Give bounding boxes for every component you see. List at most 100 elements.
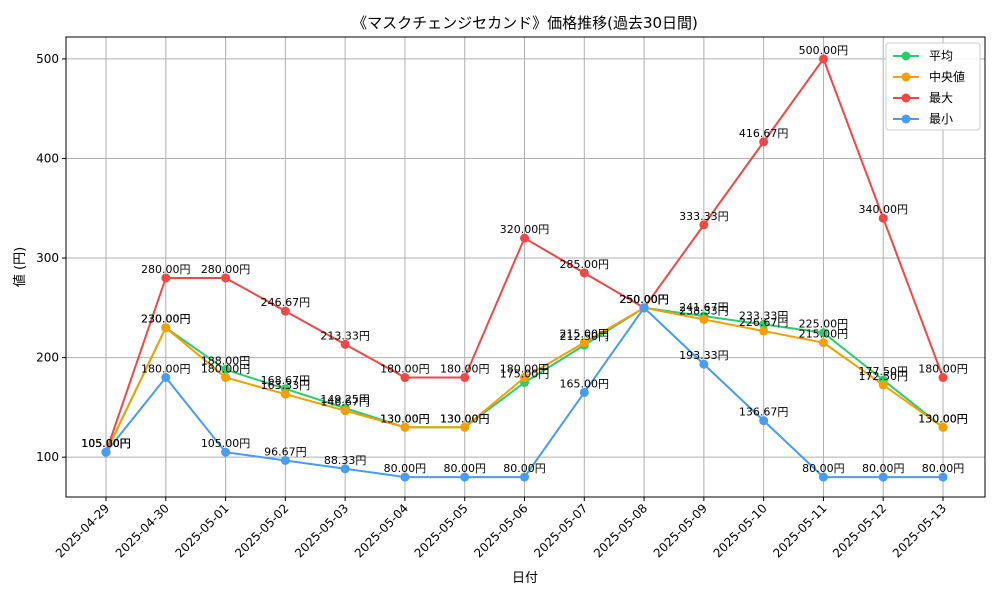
data-label: 96.67円 bbox=[264, 445, 307, 458]
series-point bbox=[878, 380, 888, 390]
series-point bbox=[759, 416, 769, 426]
series-point bbox=[759, 319, 769, 329]
data-label: 175.00円 bbox=[500, 367, 550, 380]
data-label: 130.00円 bbox=[380, 412, 430, 425]
data-label: 105.00円 bbox=[201, 437, 251, 450]
data-label: 180.00円 bbox=[440, 363, 490, 376]
data-label: 213.33円 bbox=[320, 329, 370, 342]
data-label: 180.00円 bbox=[201, 363, 251, 376]
y-tick-label: 100 bbox=[36, 450, 59, 464]
series-point bbox=[938, 422, 948, 432]
y-tick-label: 400 bbox=[36, 151, 59, 165]
data-label: 80.00円 bbox=[802, 462, 845, 475]
series-point bbox=[759, 326, 769, 336]
data-label: 250.00円 bbox=[619, 293, 669, 306]
x-tick-label: 2025-05-13 bbox=[890, 501, 949, 560]
data-label: 180.00円 bbox=[141, 363, 191, 376]
data-label: 105.00円 bbox=[81, 437, 131, 450]
data-label: 241.67円 bbox=[679, 301, 729, 314]
legend-label: 平均 bbox=[929, 49, 953, 63]
series-point bbox=[579, 338, 589, 348]
data-label: 246.67円 bbox=[261, 296, 311, 309]
data-label: 250.00円 bbox=[619, 293, 669, 306]
series-point bbox=[221, 373, 231, 383]
legend-marker bbox=[901, 51, 911, 61]
y-tick-layer: 100 200 300 400 500 bbox=[36, 52, 66, 464]
series-point bbox=[161, 273, 171, 283]
data-label: 130.00円 bbox=[440, 412, 490, 425]
y-axis-label: 値 (円) bbox=[12, 247, 28, 287]
series-point bbox=[161, 373, 171, 383]
series-point bbox=[759, 137, 769, 147]
y-tick-label: 300 bbox=[36, 251, 59, 265]
series-point bbox=[400, 373, 410, 383]
data-label: 226.67円 bbox=[739, 316, 789, 329]
series-point bbox=[520, 233, 529, 243]
series-point bbox=[460, 373, 470, 383]
series-point bbox=[520, 472, 529, 482]
data-label-layer: 105.00円 230.00円 188.00円 168.67円 149.25円 130.0… bbox=[81, 44, 968, 475]
x-tick-label: 2025-05-08 bbox=[591, 501, 650, 560]
data-label: 105.00円 bbox=[81, 437, 131, 450]
data-label: 340.00円 bbox=[858, 203, 908, 216]
series-point bbox=[878, 472, 888, 482]
data-label: 230.00円 bbox=[141, 313, 191, 326]
series-point bbox=[221, 447, 231, 457]
x-tick-label: 2025-05-05 bbox=[412, 501, 471, 560]
series-point bbox=[101, 447, 111, 457]
series-point bbox=[340, 339, 350, 349]
series-point bbox=[699, 220, 709, 230]
legend-label: 最小 bbox=[929, 112, 953, 126]
data-label: 146.67円 bbox=[320, 396, 370, 409]
data-label: 130.00円 bbox=[380, 412, 430, 425]
series-point bbox=[639, 303, 649, 313]
data-label: 215.00円 bbox=[799, 328, 849, 341]
x-tick-label: 2025-05-04 bbox=[352, 501, 411, 560]
data-label: 280.00円 bbox=[201, 263, 251, 276]
x-tick-label: 2025-05-10 bbox=[711, 501, 770, 560]
data-label: 168.67円 bbox=[261, 374, 311, 387]
data-label: 333.33円 bbox=[679, 210, 729, 223]
data-label: 105.00円 bbox=[81, 437, 131, 450]
x-tick-label: 2025-05-02 bbox=[232, 501, 291, 560]
series-point bbox=[340, 464, 350, 474]
series-point bbox=[579, 268, 589, 278]
series-point bbox=[161, 323, 171, 333]
data-label: 230.00円 bbox=[141, 313, 191, 326]
data-label: 163.33円 bbox=[261, 379, 311, 392]
legend-marker bbox=[901, 72, 911, 82]
series-point bbox=[460, 472, 470, 482]
x-tick-label: 2025-05-01 bbox=[172, 501, 231, 560]
series-point bbox=[938, 472, 948, 482]
x-tick-label: 2025-05-12 bbox=[830, 501, 889, 560]
data-label: 250.00円 bbox=[619, 293, 669, 306]
data-label: 80.00円 bbox=[922, 462, 965, 475]
series-layer bbox=[101, 54, 948, 482]
chart-title: 《マスクチェンジセカンド》価格推移(過去30日間) bbox=[352, 14, 698, 32]
x-tick-label: 2025-05-07 bbox=[531, 501, 590, 560]
series-point bbox=[699, 359, 709, 369]
data-label: 130.00円 bbox=[918, 412, 968, 425]
data-label: 215.00円 bbox=[560, 328, 610, 341]
series-point bbox=[818, 338, 828, 348]
y-tick-label: 200 bbox=[36, 351, 59, 365]
legend-label: 最大 bbox=[929, 91, 953, 105]
data-label: 80.00円 bbox=[503, 462, 546, 475]
data-label: 188.00円 bbox=[201, 355, 251, 368]
x-tick-label: 2025-05-06 bbox=[471, 501, 530, 560]
data-label: 88.33円 bbox=[324, 454, 367, 467]
series-point bbox=[579, 387, 589, 397]
data-label: 80.00円 bbox=[443, 462, 486, 475]
series-point bbox=[280, 455, 290, 465]
plot-frame bbox=[65, 36, 986, 498]
x-tick-layer: 2025-04-29 2025-04-30 2025-05-01 2025-05-02… bbox=[53, 497, 949, 560]
legend-marker bbox=[901, 93, 911, 103]
legend-label: 中央値 bbox=[929, 69, 965, 84]
x-axis-label: 日付 bbox=[512, 571, 538, 586]
series-point bbox=[878, 213, 888, 223]
series-point bbox=[400, 422, 410, 432]
data-label: 193.33円 bbox=[679, 349, 729, 362]
data-label: 172.50円 bbox=[858, 370, 908, 383]
data-label: 250.00円 bbox=[619, 293, 669, 306]
